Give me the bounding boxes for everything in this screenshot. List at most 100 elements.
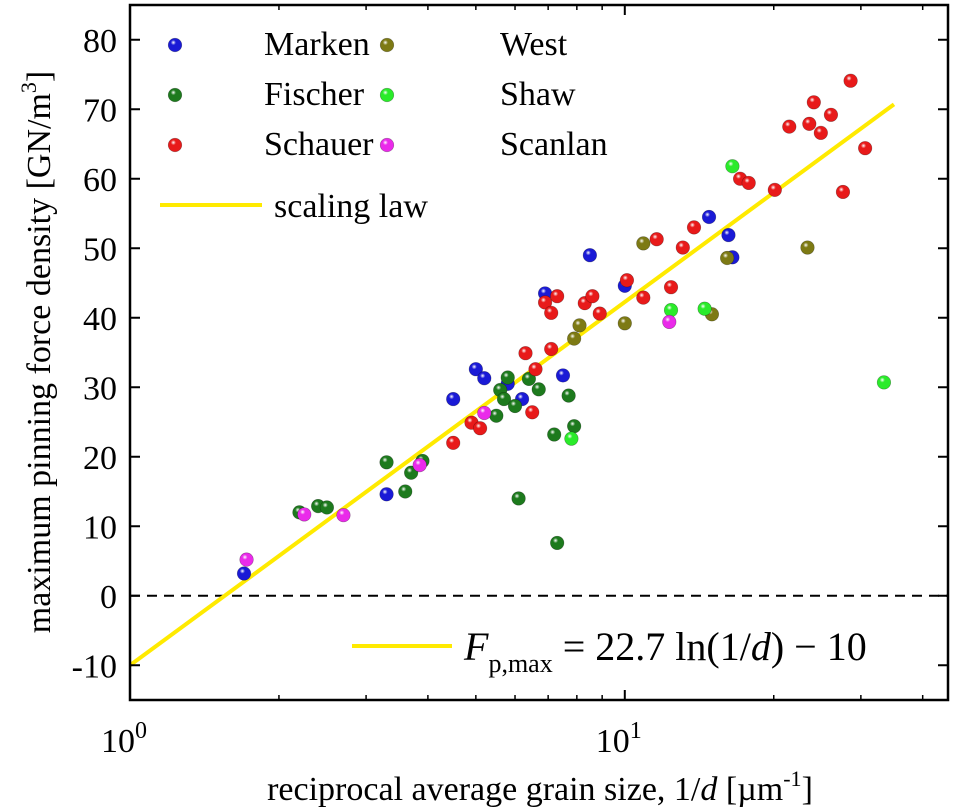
point-west (617, 316, 632, 331)
point-fischer (521, 371, 536, 387)
point-schauer (537, 295, 553, 310)
point-marken (468, 362, 483, 377)
point-shaw (697, 301, 712, 316)
point-marken (582, 248, 597, 263)
point-schauer (473, 421, 488, 436)
point-schauer (767, 182, 782, 197)
y-tick-label: 80 (83, 23, 117, 60)
point-marken (721, 227, 736, 243)
formula-f: F (463, 624, 489, 669)
point-fischer (489, 408, 504, 423)
legend-label-fischer: Fischer (264, 76, 365, 113)
legend-label-scanlan: Scanlan (500, 126, 608, 163)
y-axis-title-sup: 3 (16, 82, 41, 93)
point-schauer (649, 232, 664, 247)
x-axis-title-before: reciprocal average grain size, 1/ (267, 771, 701, 808)
y-tick-label: -10 (72, 648, 117, 685)
point-schauer (813, 125, 828, 140)
point-scanlan (297, 507, 312, 522)
y-tick-label: 20 (83, 440, 117, 477)
legend-label-marken: Marken (264, 26, 370, 63)
point-schauer (525, 405, 540, 420)
point-west (636, 236, 651, 251)
point-schauer (592, 306, 607, 321)
point-schauer (782, 119, 797, 134)
point-schauer (619, 273, 635, 288)
y-tick-label: 40 (83, 301, 117, 338)
point-schauer (675, 240, 690, 255)
y-axis-title-after: ] (21, 71, 58, 82)
legend-label-schauer: Schauer (264, 126, 374, 163)
point-fischer (500, 370, 515, 385)
point-west (567, 331, 582, 346)
point-west (720, 250, 735, 266)
point-fischer (550, 535, 565, 551)
fit-formula-annotation: Fp,max = 22.7 ln(1/d) − 10 (352, 624, 867, 678)
point-marken (379, 487, 394, 502)
point-shaw (564, 431, 579, 446)
point-schauer (518, 346, 533, 361)
point-shaw (663, 303, 679, 318)
point-schauer (544, 341, 559, 357)
point-schauer (858, 141, 873, 156)
y-tick-label: 0 (100, 579, 117, 616)
point-marken (236, 566, 252, 581)
point-schauer (446, 435, 461, 450)
formula-subscript: p,max (488, 649, 552, 678)
x-axis-title-sup: -1 (783, 766, 801, 791)
y-tick-label: 10 (83, 509, 117, 546)
point-fischer (319, 500, 334, 515)
legend: Marken Fischer Schauer West Shaw Scanlan scali… (160, 26, 608, 225)
point-fischer (511, 491, 526, 506)
point-scanlan (412, 457, 427, 473)
formula-rest-b: ) − 10 (771, 624, 867, 669)
point-schauer (550, 289, 565, 304)
point-schauer (741, 175, 756, 191)
point-marken (701, 209, 717, 225)
data-points-layer (236, 73, 892, 581)
point-schauer (585, 289, 600, 304)
x-tick-labels: 100 101 (101, 718, 642, 760)
point-fischer (507, 398, 523, 414)
plot-frame (128, 3, 950, 702)
legend-marker-fischer (167, 87, 183, 103)
point-schauer (823, 107, 839, 122)
y-axis-title: maximum pinning force density [GN/m3] (16, 71, 58, 633)
point-fischer (496, 391, 512, 407)
point-shaw (876, 375, 892, 390)
formula-d: d (751, 624, 772, 669)
y-tick-label: 50 (83, 231, 117, 268)
x-axis-title-unit: [µm (717, 771, 783, 808)
point-scanlan (336, 508, 351, 523)
point-west (572, 318, 587, 333)
point-fischer (561, 388, 576, 403)
point-shaw (725, 159, 740, 174)
y-tick-label: 30 (83, 370, 117, 407)
x-tick-label: 100 (101, 718, 147, 760)
formula-rest-a: = 22.7 ln(1/ (553, 624, 752, 669)
point-west (800, 240, 815, 255)
point-fischer (547, 427, 562, 442)
legend-marker-scanlan (379, 137, 395, 153)
y-axis-title-main: maximum pinning force density [GN/m (21, 93, 58, 633)
point-schauer (663, 280, 679, 295)
point-schauer (806, 95, 821, 110)
legend-label-shaw: Shaw (500, 76, 576, 113)
point-marken (446, 391, 461, 407)
y-tick-labels: -10 0 10 20 30 40 50 60 70 80 (72, 23, 117, 686)
legend-label-west: West (500, 26, 568, 63)
point-schauer (802, 116, 817, 131)
point-fischer (398, 484, 413, 499)
x-axis-title-var: d (700, 771, 718, 808)
legend-marker-west (379, 37, 395, 53)
point-schauer (835, 184, 851, 200)
point-schauer (636, 290, 651, 305)
point-scanlan (477, 405, 492, 421)
legend-label-scaling-law: scaling law (274, 188, 428, 225)
y-tick-label: 60 (83, 162, 117, 199)
point-scanlan (239, 552, 254, 567)
point-schauer (528, 362, 543, 377)
x-axis-title-after: ] (802, 771, 813, 808)
legend-marker-shaw (379, 87, 395, 103)
